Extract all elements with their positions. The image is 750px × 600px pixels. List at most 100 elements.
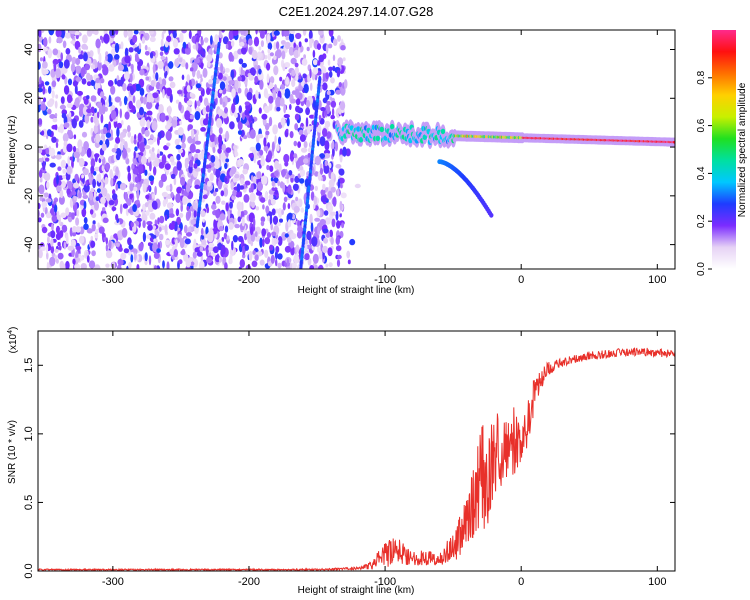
noise-cell <box>145 194 150 200</box>
noise-cell <box>115 183 119 191</box>
noise-cell <box>94 153 98 163</box>
noise-cell <box>200 62 204 70</box>
noise-cell <box>275 245 280 253</box>
noise-cell <box>252 176 257 185</box>
noise-cell <box>94 61 98 69</box>
noise-cell <box>147 46 151 53</box>
noise-cell <box>142 220 146 229</box>
streak-cell <box>195 222 199 229</box>
noise-cell <box>248 250 253 261</box>
noise-cell <box>323 153 331 159</box>
noise-cell <box>224 67 230 73</box>
noise-cell <box>116 264 122 269</box>
noise-cell <box>127 208 133 214</box>
noise-cell <box>354 183 361 189</box>
noise-cell <box>335 236 340 245</box>
noise-cell <box>339 101 346 111</box>
noise-cell <box>203 182 208 193</box>
noise-cell <box>309 39 313 49</box>
noise-cell <box>231 103 236 114</box>
noise-cell <box>318 30 324 36</box>
noise-cell <box>158 179 164 188</box>
noise-cell <box>126 198 132 206</box>
noise-cell <box>183 224 188 234</box>
noise-cell <box>324 140 330 151</box>
noise-cell <box>90 240 96 248</box>
noise-cell <box>314 155 321 166</box>
noise-cell <box>304 253 310 261</box>
noise-cell <box>202 107 207 116</box>
noise-cell <box>295 32 302 40</box>
noise-cell <box>248 116 252 123</box>
x-tick-label: 100 <box>648 274 666 286</box>
noise-cell <box>102 127 108 135</box>
noise-cell <box>38 147 43 154</box>
noise-cell <box>73 196 78 201</box>
noise-cell <box>280 84 285 90</box>
noise-cell <box>145 210 150 216</box>
noise-cell <box>294 113 300 121</box>
noise-cell <box>256 171 262 180</box>
noise-cell <box>239 30 245 36</box>
noise-cell <box>266 164 270 171</box>
noise-cell <box>332 54 336 62</box>
noise-cell <box>86 108 92 114</box>
noise-cell <box>219 213 226 221</box>
noise-cell <box>330 186 336 193</box>
noise-cell <box>241 253 246 259</box>
noise-cell <box>208 242 215 248</box>
noise-cell <box>201 239 207 245</box>
noise-cell <box>322 72 326 83</box>
noise-cell <box>99 155 104 160</box>
noise-cell <box>309 265 315 269</box>
noise-cell <box>188 79 192 88</box>
noise-cell <box>254 231 258 238</box>
noise-cell <box>295 73 299 82</box>
noise-cell <box>105 193 111 202</box>
noise-cell <box>55 258 59 264</box>
noise-cell <box>319 218 326 226</box>
noise-cell <box>66 143 73 153</box>
noise-cell <box>326 90 331 95</box>
noise-cell <box>228 80 235 85</box>
noise-cell <box>51 90 55 99</box>
noise-cell <box>169 183 173 192</box>
noise-cell <box>275 258 278 267</box>
noise-cell <box>78 191 82 199</box>
noise-cell <box>151 193 155 199</box>
noise-cell <box>179 32 184 43</box>
noise-cell <box>49 256 56 267</box>
noise-cell <box>338 210 341 215</box>
noise-cell <box>299 166 304 171</box>
noise-cell <box>349 238 356 246</box>
noise-cell <box>73 134 77 140</box>
noise-cell <box>123 248 130 254</box>
noise-cell <box>51 223 54 231</box>
noise-cell <box>195 41 199 52</box>
y-tick-label: -20 <box>23 188 35 204</box>
noise-cell <box>267 48 271 54</box>
noise-cell <box>134 47 140 52</box>
colorbar: 0.0 0.2 0.4 0.6 0.8 Normalized spectral ampl… <box>696 30 748 276</box>
noise-cell <box>328 30 334 37</box>
snr-y-ticks: 0.0 0.5 1.0 1.5 <box>23 358 675 579</box>
noise-cell <box>249 67 256 77</box>
noise-cell <box>207 233 214 243</box>
noise-cell <box>263 105 270 114</box>
noise-cell <box>185 183 191 193</box>
noise-cell <box>273 30 280 36</box>
noise-cell <box>281 231 287 241</box>
noise-cell <box>244 101 250 106</box>
noise-cell <box>167 105 172 116</box>
noise-cell <box>269 76 275 84</box>
branch-cell <box>489 212 494 218</box>
spectrogram-x-label: Height of straight line (km) <box>298 285 415 296</box>
noise-cell <box>166 261 170 269</box>
noise-cell <box>52 118 58 123</box>
noise-cell <box>284 245 291 253</box>
noise-cell <box>241 34 244 40</box>
noise-cell <box>206 257 213 264</box>
noise-cell <box>132 204 138 212</box>
noise-cell <box>297 156 305 166</box>
noise-cell <box>266 62 271 71</box>
